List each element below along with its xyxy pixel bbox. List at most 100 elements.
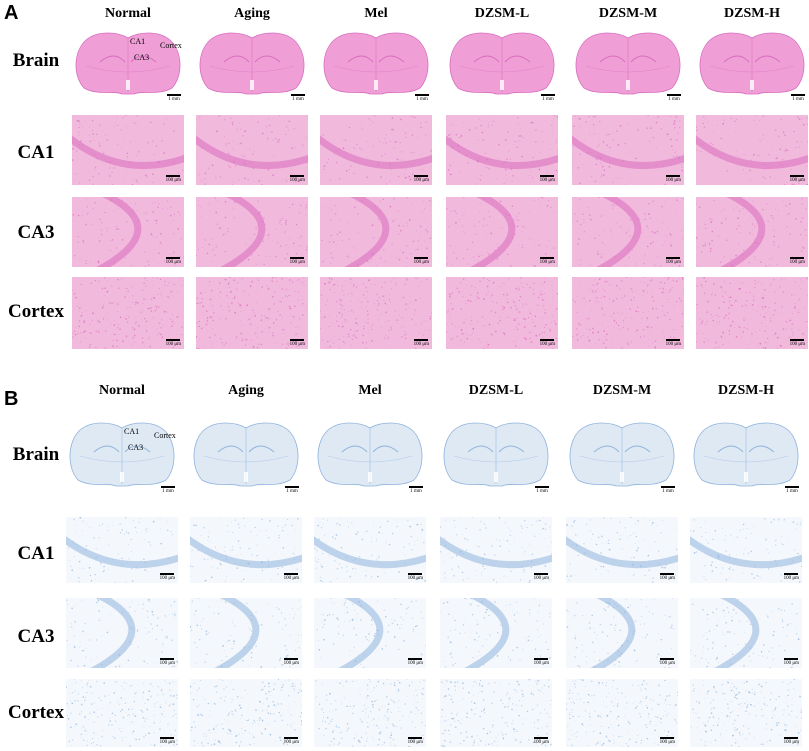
- micrograph-ca1: 100 μm: [690, 517, 802, 583]
- scale-bar: 100 μm: [290, 257, 305, 265]
- micrograph-cortex: 100 μm: [566, 679, 678, 747]
- scale-bar: 100 μm: [166, 175, 181, 183]
- micrograph-ca3: 100 μm: [572, 197, 684, 267]
- region-label-cortex: Cortex: [160, 41, 182, 50]
- micrograph-ca1: 100 μm: [196, 115, 308, 185]
- scale-bar-label: 1 mm: [410, 489, 422, 494]
- scale-bar: 100 μm: [166, 339, 181, 347]
- scale-bar: 100 μm: [660, 658, 675, 666]
- scale-bar-line: [660, 573, 675, 575]
- scale-bar: 100 μm: [414, 257, 429, 265]
- scale-bar-line: [290, 339, 305, 341]
- micrograph-ca3: 100 μm: [690, 598, 802, 668]
- scale-bar: 1 mm: [291, 94, 305, 102]
- scale-bar: 1 mm: [785, 486, 799, 494]
- scale-bar-label: 1 mm: [792, 97, 804, 102]
- scale-bar-label: 100 μm: [413, 342, 429, 347]
- scale-bar: 1 mm: [661, 486, 675, 494]
- micrograph-cortex: 100 μm: [572, 277, 684, 349]
- scale-bar-label: 100 μm: [283, 740, 299, 745]
- column-header: DZSM-H: [724, 6, 780, 21]
- micrograph-cortex: 100 μm: [696, 277, 808, 349]
- micrograph-brain: 1 mm CA1 Cortex CA3: [72, 24, 184, 104]
- scale-bar: 100 μm: [660, 737, 675, 745]
- scale-bar-label: 100 μm: [289, 260, 305, 265]
- column-header: DZSM-L: [468, 383, 524, 398]
- scale-bar: 100 μm: [290, 339, 305, 347]
- scale-bar-label: 100 μm: [533, 661, 549, 666]
- micrograph-ca3: 100 μm: [72, 197, 184, 267]
- scale-bar: 100 μm: [784, 573, 799, 581]
- scale-bar: 1 mm: [409, 486, 423, 494]
- micrograph-cortex: 100 μm: [690, 679, 802, 747]
- scale-bar: 1 mm: [541, 94, 555, 102]
- scale-bar-label: 100 μm: [665, 342, 681, 347]
- scale-bar: 100 μm: [408, 737, 423, 745]
- scale-bar-label: 100 μm: [539, 178, 555, 183]
- micrograph-ca1: 100 μm: [446, 115, 558, 185]
- scale-bar: 1 mm: [415, 94, 429, 102]
- scale-bar-line: [790, 175, 805, 177]
- scale-bar-line: [290, 257, 305, 259]
- scale-bar-line: [784, 737, 799, 739]
- scale-bar-label: 1 mm: [162, 489, 174, 494]
- micrograph-brain: 1 mm: [446, 24, 558, 104]
- column-header: DZSM-L: [474, 6, 530, 21]
- scale-bar-label: 100 μm: [533, 740, 549, 745]
- micrograph-brain: 1 mm: [440, 414, 552, 496]
- scale-bar-label: 1 mm: [286, 489, 298, 494]
- panel-letter: B: [4, 388, 19, 410]
- scale-bar-line: [284, 573, 299, 575]
- scale-bar-label: 1 mm: [292, 97, 304, 102]
- scale-bar-label: 100 μm: [665, 260, 681, 265]
- scale-bar-line: [161, 486, 175, 488]
- scale-bar-line: [784, 658, 799, 660]
- scale-bar-label: 100 μm: [659, 740, 675, 745]
- scale-bar-label: 100 μm: [789, 178, 805, 183]
- column-header: DZSM-H: [718, 383, 774, 398]
- scale-bar: 100 μm: [784, 737, 799, 745]
- scale-bar-label: 100 μm: [659, 661, 675, 666]
- scale-bar-line: [166, 339, 181, 341]
- scale-bar: 100 μm: [540, 257, 555, 265]
- micrograph-brain: 1 mm: [190, 414, 302, 496]
- micrograph-ca3: 100 μm: [190, 598, 302, 668]
- scale-bar-line: [534, 658, 549, 660]
- scale-bar: 100 μm: [790, 175, 805, 183]
- scale-bar-label: 100 μm: [783, 740, 799, 745]
- micrograph-ca1: 100 μm: [190, 517, 302, 583]
- scale-bar-line: [160, 658, 175, 660]
- scale-bar-line: [666, 175, 681, 177]
- micrograph-brain: 1 mm: [196, 24, 308, 104]
- scale-bar-label: 1 mm: [786, 489, 798, 494]
- micrograph-ca1: 100 μm: [696, 115, 808, 185]
- scale-bar: 100 μm: [666, 339, 681, 347]
- scale-bar-line: [534, 573, 549, 575]
- scale-bar: 100 μm: [534, 573, 549, 581]
- scale-bar: 1 mm: [285, 486, 299, 494]
- scale-bar-label: 100 μm: [407, 661, 423, 666]
- scale-bar: 1 mm: [791, 94, 805, 102]
- scale-bar-label: 100 μm: [289, 178, 305, 183]
- scale-bar-label: 1 mm: [168, 97, 180, 102]
- scale-bar: 100 μm: [540, 175, 555, 183]
- scale-bar: 100 μm: [408, 658, 423, 666]
- scale-bar-line: [534, 737, 549, 739]
- scale-bar-label: 1 mm: [542, 97, 554, 102]
- scale-bar: 100 μm: [414, 339, 429, 347]
- scale-bar: 100 μm: [284, 737, 299, 745]
- scale-bar-label: 100 μm: [159, 661, 175, 666]
- scale-bar-line: [784, 573, 799, 575]
- micrograph-cortex: 100 μm: [196, 277, 308, 349]
- micrograph-ca1: 100 μm: [572, 115, 684, 185]
- micrograph-brain: 1 mm: [566, 414, 678, 496]
- micrograph-ca3: 100 μm: [66, 598, 178, 668]
- row-header: Cortex: [8, 702, 64, 723]
- scale-bar-label: 100 μm: [413, 260, 429, 265]
- scale-bar-label: 100 μm: [283, 661, 299, 666]
- scale-bar-label: 100 μm: [407, 576, 423, 581]
- row-header: Brain: [12, 50, 60, 71]
- micrograph-ca3: 100 μm: [566, 598, 678, 668]
- scale-bar: 100 μm: [290, 175, 305, 183]
- scale-bar-label: 100 μm: [159, 740, 175, 745]
